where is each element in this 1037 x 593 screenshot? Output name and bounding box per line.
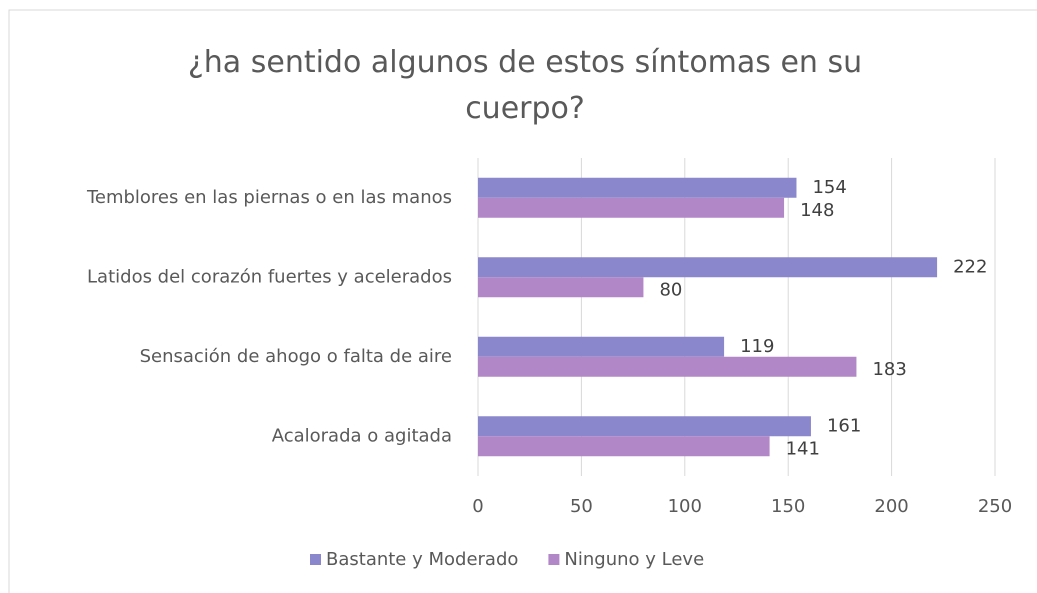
data-label: 222 [953,256,987,277]
x-tick-label: 0 [472,496,483,517]
data-label: 148 [800,200,834,221]
data-label: 141 [786,438,820,459]
data-label: 183 [872,359,906,380]
y-tick-label: Sensación de ahogo o falta de aire [140,346,452,367]
data-label: 119 [740,336,774,357]
x-tick-label: 100 [668,496,702,517]
bar [478,177,797,198]
bar [478,416,811,437]
bar [478,336,725,357]
data-label: 154 [812,177,846,198]
data-label: 80 [659,279,682,300]
data-label: 161 [827,415,861,436]
chart-border [8,9,1037,593]
y-tick-label: Acalorada o agitada [272,425,452,446]
legend-label: Ninguno y Leve [564,549,704,570]
legend-swatch [310,554,321,565]
y-tick-label: Latidos del corazón fuertes y acelerados [87,266,452,287]
legend-label: Bastante y Moderado [326,549,518,570]
x-tick-label: 250 [978,496,1012,517]
x-tick-label: 200 [874,496,908,517]
bar [478,197,785,218]
bar [478,257,938,278]
bar [478,356,857,377]
y-tick-label: Temblores en las piernas o en las manos [86,187,452,208]
legend-swatch [548,554,560,565]
bar [478,277,644,298]
x-tick-label: 150 [771,496,805,517]
chart-title: ¿ha sentido algunos de estos síntomas en… [187,45,863,126]
x-tick-label: 50 [570,496,593,517]
bar [478,436,770,457]
